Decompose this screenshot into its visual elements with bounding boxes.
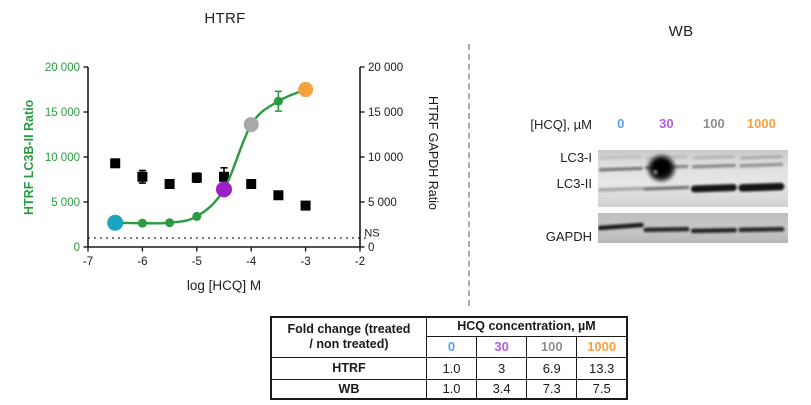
hcq-concentration-header: HCQ concentration, µM xyxy=(425,316,628,337)
svg-text:20 000: 20 000 xyxy=(45,62,80,74)
svg-text:0: 0 xyxy=(368,242,374,254)
hcq-concentration-label: [HCQ], µM xyxy=(530,117,592,132)
concentration-30: 30 xyxy=(659,116,674,131)
htrf-value-100: 6.9 xyxy=(526,356,578,380)
svg-text:10 000: 10 000 xyxy=(45,152,80,164)
svg-text:-6: -6 xyxy=(137,256,147,268)
htrf-value-30: 3 xyxy=(476,356,528,380)
wb-row-label: WB xyxy=(270,378,427,400)
fold-change-header-line1: Fold change (treated xyxy=(287,321,411,336)
htrf-value-0: 1.0 xyxy=(425,356,478,380)
wb-value-100: 7.3 xyxy=(526,378,578,400)
lc3-1-band-label: LC3-I xyxy=(560,150,592,165)
panel-divider xyxy=(468,44,470,306)
svg-text:15 000: 15 000 xyxy=(368,107,403,119)
lc3-western-blot-image xyxy=(597,150,788,207)
svg-text:-2: -2 xyxy=(355,256,365,268)
svg-text:-4: -4 xyxy=(246,256,257,268)
svg-text:log [HCQ] M: log [HCQ] M xyxy=(187,278,261,293)
column-header-1000: 1000 xyxy=(576,335,628,358)
lc3-2-band-label: LC3-II xyxy=(556,176,592,191)
fold-change-table: Fold change (treated / non treated) HCQ … xyxy=(270,316,628,401)
svg-text:0: 0 xyxy=(74,242,80,254)
concentration-0: 0 xyxy=(617,116,625,131)
htrf-chart-title: HTRF xyxy=(204,10,246,27)
gapdh-band-label: GAPDH xyxy=(545,229,592,244)
table-row: HTRF 1.0 3 6.9 13.3 xyxy=(270,356,628,380)
concentration-row: 0 30 100 1000 xyxy=(598,116,788,132)
gapdh-western-blot-image xyxy=(597,213,788,243)
svg-text:-3: -3 xyxy=(300,256,310,268)
column-header-30: 30 xyxy=(476,335,528,358)
svg-text:5 000: 5 000 xyxy=(51,197,80,209)
wb-value-1000: 7.5 xyxy=(576,378,628,400)
wb-value-0: 1.0 xyxy=(425,378,478,400)
svg-text:20 000: 20 000 xyxy=(368,62,403,74)
table-row: WB 1.0 3.4 7.3 7.5 xyxy=(270,378,628,400)
concentration-100: 100 xyxy=(703,116,725,131)
fold-change-header: Fold change (treated / non treated) xyxy=(270,316,427,358)
column-header-100: 100 xyxy=(526,335,578,358)
fold-change-header-line2: / non treated) xyxy=(309,337,389,352)
htrf-value-1000: 13.3 xyxy=(576,356,628,380)
svg-text:NS: NS xyxy=(364,228,379,240)
wb-panel-title: WB xyxy=(668,23,694,40)
svg-text:-5: -5 xyxy=(192,256,202,268)
svg-text:5 000: 5 000 xyxy=(368,197,397,209)
htrf-row-label: HTRF xyxy=(270,356,427,380)
column-header-0: 0 xyxy=(425,335,478,358)
svg-text:15 000: 15 000 xyxy=(45,107,80,119)
wb-value-30: 3.4 xyxy=(476,378,528,400)
dose-response-chart: 0 0 5 000 5 000 10 000 10 000 15 000 15 000 20 0… xyxy=(45,62,403,293)
right-y-axis-label: HTRF GAPDH Ratio xyxy=(426,96,440,210)
svg-text:-7: -7 xyxy=(83,256,93,268)
concentration-1000: 1000 xyxy=(746,116,776,131)
svg-text:10 000: 10 000 xyxy=(368,152,403,164)
